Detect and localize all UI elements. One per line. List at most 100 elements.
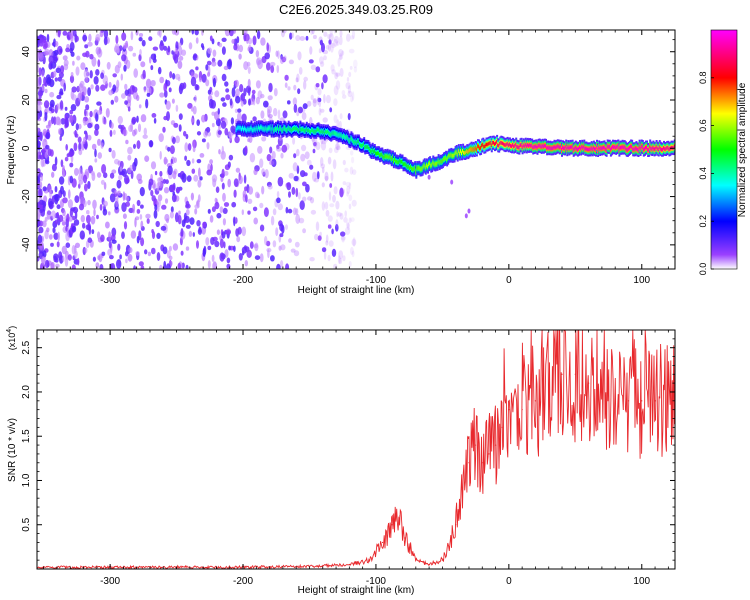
noise-speckle	[238, 252, 243, 261]
noise-speckle	[183, 212, 187, 222]
noise-speckle	[332, 39, 339, 47]
noise-speckle	[93, 76, 99, 85]
noise-speckle	[108, 241, 112, 249]
ridge-cell	[504, 143, 507, 147]
noise-speckle	[163, 260, 167, 269]
y-tick-label: 2.5	[21, 340, 32, 354]
ridge-cell	[461, 151, 463, 156]
noise-speckle	[57, 30, 61, 38]
noise-speckle	[69, 47, 73, 54]
noise-speckle	[42, 202, 46, 213]
noise-speckle	[202, 45, 205, 51]
noise-speckle	[259, 253, 264, 263]
ridge-cell	[523, 144, 526, 149]
noise-speckle	[59, 48, 63, 53]
noise-speckle	[171, 193, 177, 203]
ridge-cell	[249, 127, 252, 132]
noise-speckle	[177, 262, 182, 269]
ridge-cell	[407, 164, 410, 169]
noise-speckle	[259, 202, 264, 209]
noise-speckle	[321, 166, 325, 174]
noise-speckle	[348, 261, 352, 268]
noise-speckle	[103, 182, 107, 190]
ridge-cell	[321, 130, 324, 135]
noise-speckle	[69, 208, 73, 218]
noise-speckle	[338, 120, 342, 130]
noise-speckle	[108, 81, 112, 88]
noise-speckle	[146, 86, 152, 95]
noise-speckle	[343, 217, 348, 223]
noise-speckle	[273, 88, 278, 97]
noise-speckle	[133, 265, 137, 269]
noise-speckle	[193, 174, 199, 182]
ridge-cell	[541, 144, 544, 148]
ridge-cell	[612, 144, 614, 149]
ridge-cell	[377, 151, 379, 155]
noise-speckle	[121, 32, 127, 41]
stray-dot	[464, 213, 468, 219]
ridge-cell	[260, 125, 262, 130]
noise-speckle	[78, 123, 82, 130]
ridge-cell	[300, 128, 303, 132]
ridge-cell	[306, 128, 309, 133]
noise-speckle	[86, 214, 91, 224]
noise-speckle	[92, 256, 96, 262]
snr-frame	[36, 329, 676, 570]
noise-speckle	[159, 76, 165, 84]
x-tick-label: -200	[233, 576, 253, 587]
noise-speckle	[169, 71, 173, 79]
ridge-cell	[399, 158, 402, 163]
noise-speckle	[140, 237, 145, 247]
ridge-cell	[324, 129, 327, 134]
noise-speckle	[76, 55, 81, 61]
noise-speckle	[295, 208, 299, 216]
ridge-cell	[558, 145, 561, 150]
ridge-cell	[495, 141, 497, 146]
ridge-cell	[252, 128, 255, 133]
noise-speckle	[235, 167, 241, 173]
noise-speckle	[60, 185, 64, 195]
noise-speckle	[63, 82, 66, 92]
noise-speckle	[93, 208, 96, 217]
noise-speckle	[257, 145, 263, 154]
noise-speckle	[336, 211, 339, 218]
noise-speckle	[276, 144, 280, 150]
noise-speckle	[116, 179, 122, 189]
snr-point	[368, 559, 370, 561]
noise-speckle	[94, 123, 100, 131]
ridge-cell	[547, 145, 550, 150]
noise-speckle	[87, 134, 92, 141]
noise-speckle	[335, 80, 341, 90]
noise-speckle	[130, 230, 137, 239]
noise-speckle	[320, 163, 326, 169]
noise-speckle	[69, 162, 74, 168]
noise-speckle	[68, 189, 71, 199]
noise-speckle	[190, 106, 194, 112]
ridge-cell	[448, 153, 451, 158]
noise-speckle	[205, 237, 210, 246]
noise-speckle	[37, 131, 41, 137]
noise-speckle	[203, 131, 209, 138]
noise-speckle	[272, 240, 277, 248]
noise-speckle	[307, 196, 313, 201]
noise-speckle	[344, 167, 349, 173]
noise-speckle	[165, 100, 171, 111]
ridge-cell	[663, 146, 665, 150]
noise-speckle	[168, 255, 173, 261]
noise-speckle	[317, 235, 322, 241]
noise-speckle	[297, 88, 301, 95]
noise-speckle	[323, 55, 327, 61]
noise-speckle	[96, 214, 99, 220]
noise-speckle	[328, 191, 332, 201]
noise-speckle	[234, 136, 240, 144]
noise-speckle	[70, 72, 74, 77]
ridge-cell	[555, 145, 558, 149]
noise-speckle	[159, 92, 165, 98]
noise-speckle	[243, 174, 247, 184]
noise-speckle	[159, 170, 163, 177]
snr-point	[574, 373, 576, 375]
noise-speckle	[132, 86, 138, 93]
snr-point	[601, 391, 603, 393]
noise-speckle	[202, 221, 207, 228]
ridge-cell	[475, 147, 478, 152]
